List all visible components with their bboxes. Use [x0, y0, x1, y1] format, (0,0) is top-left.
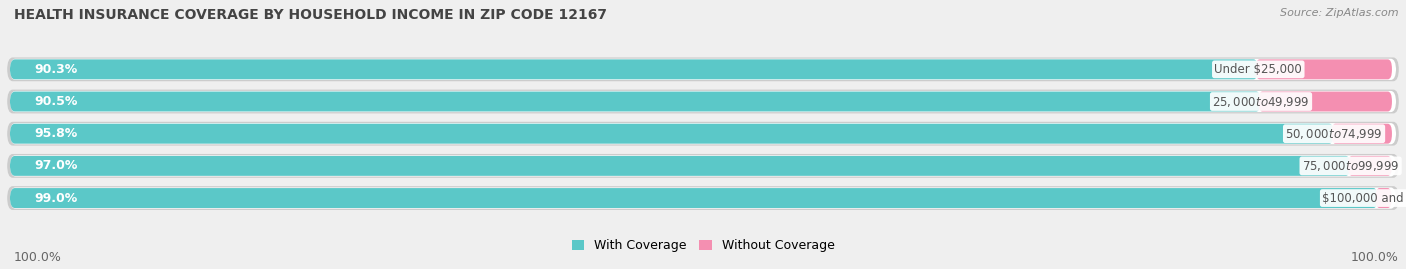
Legend: With Coverage, Without Coverage: With Coverage, Without Coverage — [572, 239, 834, 252]
FancyBboxPatch shape — [1348, 156, 1392, 176]
FancyBboxPatch shape — [7, 186, 1399, 210]
FancyBboxPatch shape — [10, 155, 1396, 176]
Text: 100.0%: 100.0% — [14, 251, 62, 264]
Text: Under $25,000: Under $25,000 — [1215, 63, 1302, 76]
FancyBboxPatch shape — [10, 156, 1351, 176]
FancyBboxPatch shape — [10, 187, 1396, 209]
FancyBboxPatch shape — [7, 90, 1399, 114]
FancyBboxPatch shape — [7, 122, 1399, 146]
Text: $50,000 to $74,999: $50,000 to $74,999 — [1285, 127, 1382, 141]
FancyBboxPatch shape — [7, 57, 1399, 81]
FancyBboxPatch shape — [10, 123, 1396, 144]
FancyBboxPatch shape — [1331, 124, 1392, 144]
Text: 90.5%: 90.5% — [35, 95, 79, 108]
Text: 99.0%: 99.0% — [35, 192, 77, 204]
FancyBboxPatch shape — [10, 59, 1258, 79]
Text: HEALTH INSURANCE COVERAGE BY HOUSEHOLD INCOME IN ZIP CODE 12167: HEALTH INSURANCE COVERAGE BY HOUSEHOLD I… — [14, 8, 607, 22]
Text: 97.0%: 97.0% — [35, 159, 79, 172]
Text: $25,000 to $49,999: $25,000 to $49,999 — [1212, 94, 1310, 108]
FancyBboxPatch shape — [10, 91, 1261, 111]
FancyBboxPatch shape — [10, 91, 1396, 112]
Text: Source: ZipAtlas.com: Source: ZipAtlas.com — [1281, 8, 1399, 18]
FancyBboxPatch shape — [10, 188, 1378, 208]
FancyBboxPatch shape — [1256, 59, 1392, 79]
FancyBboxPatch shape — [10, 59, 1396, 80]
Text: $100,000 and over: $100,000 and over — [1322, 192, 1406, 204]
Text: 100.0%: 100.0% — [1351, 251, 1399, 264]
FancyBboxPatch shape — [7, 154, 1399, 178]
Text: 95.8%: 95.8% — [35, 127, 77, 140]
FancyBboxPatch shape — [10, 124, 1334, 144]
Text: 90.3%: 90.3% — [35, 63, 77, 76]
Text: $75,000 to $99,999: $75,000 to $99,999 — [1302, 159, 1399, 173]
FancyBboxPatch shape — [1258, 91, 1392, 111]
FancyBboxPatch shape — [1375, 188, 1392, 208]
